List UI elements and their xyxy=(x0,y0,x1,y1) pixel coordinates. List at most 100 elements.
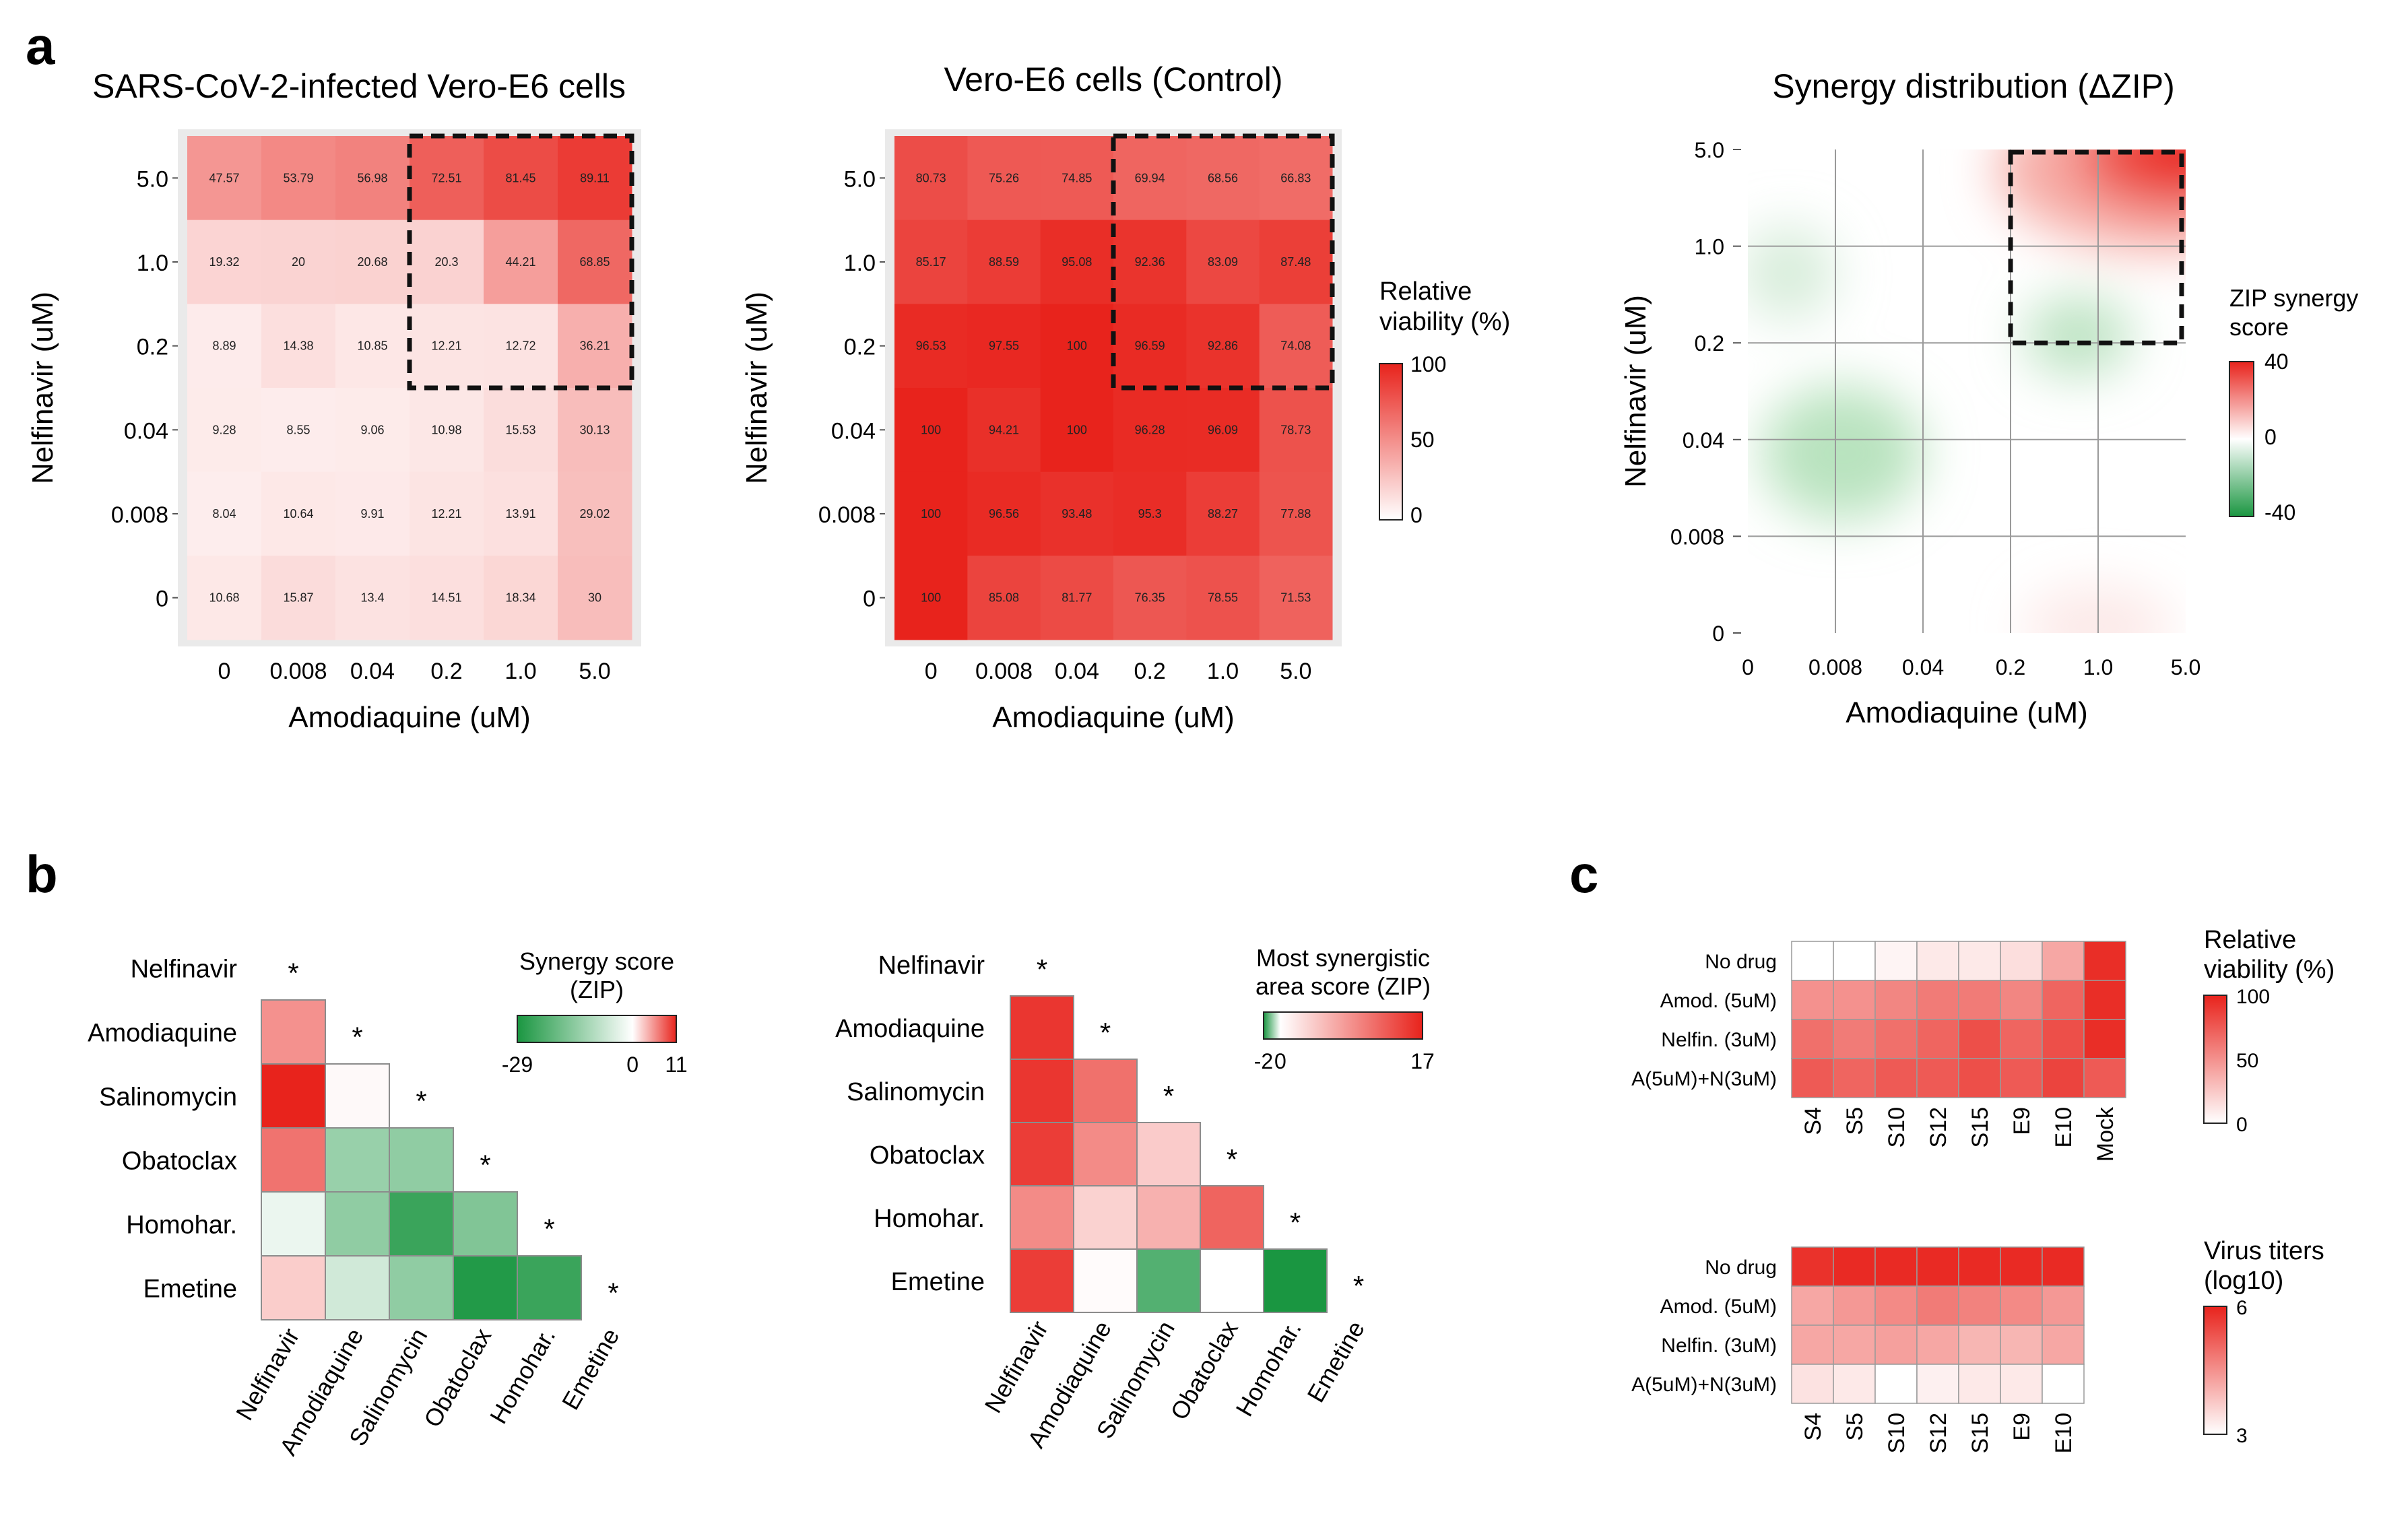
cell-value-label: 14.51 xyxy=(431,591,461,605)
row-label: Nelfinavir xyxy=(131,956,238,984)
x-tick-label: 1.0 xyxy=(1207,659,1239,684)
heatmap-cell xyxy=(1791,1246,1834,1287)
panel-letter-b: b xyxy=(26,844,58,904)
heatmap-cell xyxy=(335,388,410,473)
colorbar xyxy=(2229,361,2254,517)
heatmap-cell xyxy=(1040,388,1114,473)
highlight-box xyxy=(407,133,634,391)
x-tick-label: 0.04 xyxy=(350,659,395,684)
heatmap-cell xyxy=(1916,1285,1959,1326)
x-tick-label: 0.008 xyxy=(975,659,1033,684)
cell-value-label: 93.48 xyxy=(1062,507,1092,521)
x-tick-label: 0.04 xyxy=(1902,655,1944,679)
heatmap-cell xyxy=(967,136,1041,221)
cell-value-label: 100 xyxy=(921,591,941,605)
heatmap-cell xyxy=(1833,1058,1876,1098)
heatmap-cell xyxy=(967,220,1041,304)
synergy-distribution: Synergy distribution (ΔZIP) 5.0 1.0 0.2 0.04… xyxy=(1619,67,2358,729)
heatmap-cell xyxy=(484,304,558,389)
cell-value-label: 88.59 xyxy=(989,255,1019,269)
row-label: Obatoclax xyxy=(122,1147,237,1176)
cell-value-label: 87.48 xyxy=(1280,255,1311,269)
heatmap-cell xyxy=(1958,980,2001,1020)
matrix-cell xyxy=(453,1191,518,1257)
cell-value-label: 83.09 xyxy=(1208,255,1238,269)
y-tick-label: 0.008 xyxy=(818,502,876,528)
matrix-cell xyxy=(1010,1059,1074,1123)
y-axis-label: Nelfinavir (uM) xyxy=(1619,295,1652,488)
row-label: Homohar. xyxy=(126,1211,237,1240)
colorbar xyxy=(1379,363,1403,521)
colorbar-tick-label: 6 xyxy=(2236,1297,2248,1319)
x-tick-label: 1.0 xyxy=(504,659,536,684)
cell-value-label: 9.28 xyxy=(212,423,236,436)
matrix-cell xyxy=(389,1255,454,1320)
heatmap-cell xyxy=(1186,388,1260,473)
colorbar-tick-label: 3 xyxy=(2236,1425,2248,1447)
matrix-cell xyxy=(261,1255,326,1320)
row-label: Nelfin. (3uM) xyxy=(1661,1029,1777,1051)
row-label: A(5uM)+N(3uM) xyxy=(1631,1068,1777,1090)
heatmap-cell xyxy=(967,304,1041,389)
matrix-cell xyxy=(325,1191,390,1257)
cell-value-label: 94.21 xyxy=(989,423,1019,436)
matrix-cell xyxy=(261,1191,326,1257)
x-tick-label: 0.2 xyxy=(1996,655,2025,679)
heatmap-cell xyxy=(1874,1325,1918,1365)
colorbar-tick-label: 0 xyxy=(1274,1049,1286,1073)
column-label: Mock xyxy=(2093,1106,2118,1162)
cell-value-label: 96.09 xyxy=(1208,423,1238,436)
cell-value-label: 92.36 xyxy=(1135,255,1165,269)
heatmap-cell xyxy=(261,220,336,304)
heatmap-cell xyxy=(410,136,484,221)
x-tick-label: 0.008 xyxy=(269,659,327,684)
y-tick-label: 0 xyxy=(863,587,876,612)
row-label: Amod. (5uM) xyxy=(1660,990,1777,1012)
matrix-cell xyxy=(261,1063,326,1129)
heatmap-control: Vero-E6 cells (Control) 80.73 75.26 74.85 69… xyxy=(740,61,1510,734)
x-tick-label: 0.008 xyxy=(1808,655,1862,679)
x-axis-label: Amodiaquine (uM) xyxy=(288,701,531,734)
heatmap-cell xyxy=(2042,1246,2085,1287)
y-axis-label: Nelfinavir (uM) xyxy=(740,292,773,484)
heatmap-cell xyxy=(484,136,558,221)
cell-value-label: 96.59 xyxy=(1135,339,1165,353)
colorbar xyxy=(517,1015,677,1043)
heatmap-cell xyxy=(261,556,336,640)
heatmap-cell xyxy=(1958,1019,2001,1059)
cell-value-label: 71.53 xyxy=(1280,591,1311,605)
matrix-cell xyxy=(517,1255,582,1320)
cell-value-label: 8.55 xyxy=(286,423,310,436)
highlight-box xyxy=(2008,149,2184,345)
row-label: Obatoclax xyxy=(870,1141,985,1170)
cell-value-label: 88.27 xyxy=(1208,507,1238,521)
matrix-cell xyxy=(325,1063,390,1129)
heatmap-cell xyxy=(187,556,262,640)
colorbar-label-line2: (log10) xyxy=(2204,1267,2283,1295)
diagonal-marker: * xyxy=(1227,1143,1237,1175)
cell-value-label: 13.4 xyxy=(360,591,384,605)
row-label: Nelfin. (3uM) xyxy=(1661,1335,1777,1357)
y-tick-label: 1.0 xyxy=(1695,235,1724,259)
heatmap-cell xyxy=(1958,1285,2001,1326)
column-label: S15 xyxy=(1967,1413,1993,1454)
heatmap-cell xyxy=(1259,556,1333,640)
cell-value-label: 74.08 xyxy=(1280,339,1311,353)
y-tick-label: 0.04 xyxy=(1683,428,1724,453)
colorbar-tick-label: 50 xyxy=(2236,1050,2258,1072)
heatmap-cell xyxy=(2042,1364,2085,1404)
heatmap-cell xyxy=(558,556,632,640)
heatmap-cell xyxy=(2000,1325,2043,1365)
heatmap-cell xyxy=(967,471,1041,556)
heatmap-cell xyxy=(894,304,968,389)
heatmap-cell xyxy=(2042,1019,2085,1059)
heatmap-cell xyxy=(1791,941,1834,981)
heatmap-cell xyxy=(1259,220,1333,304)
cell-value-label: 29.02 xyxy=(579,507,610,521)
heatmap-cell xyxy=(1186,136,1260,221)
colorbar-tick-label: 50 xyxy=(1410,428,1435,452)
heatmap-cell xyxy=(2083,1019,2126,1059)
cell-value-label: 96.53 xyxy=(916,339,946,353)
cell-value-label: 89.11 xyxy=(580,171,610,185)
colorbar-title-line2: area score (ZIP) xyxy=(1255,972,1431,1000)
